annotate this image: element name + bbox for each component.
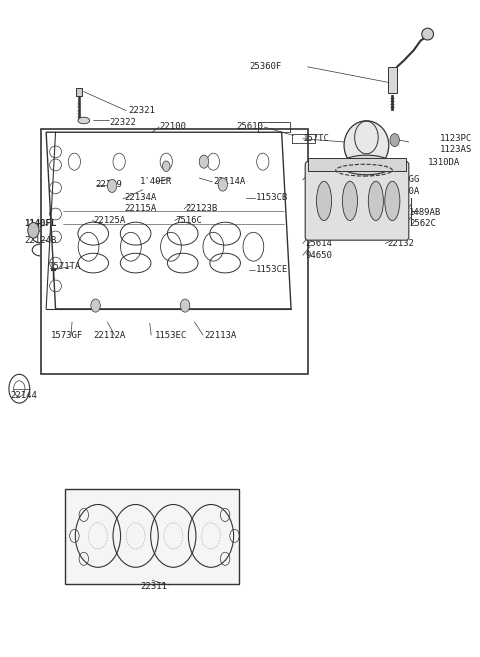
Text: 22134A: 22134A (124, 193, 156, 202)
Text: 25610: 25610 (236, 122, 263, 131)
Circle shape (180, 299, 190, 312)
Text: 25612: 25612 (305, 175, 332, 185)
Text: 1'40ER: 1'40ER (140, 177, 173, 187)
Text: 22115A: 22115A (124, 204, 156, 214)
Ellipse shape (340, 155, 392, 175)
Ellipse shape (422, 28, 433, 40)
Text: 1153CB: 1153CB (256, 193, 288, 202)
Text: 22321: 22321 (129, 106, 156, 115)
Text: 1573GF: 1573GF (51, 330, 83, 340)
Text: 255C0A: 255C0A (388, 187, 420, 196)
Text: 22124B: 22124B (24, 236, 56, 244)
Text: 1360GG: 1360GG (388, 175, 420, 185)
Text: 22114A: 22114A (213, 177, 246, 187)
Text: 39220: 39220 (305, 187, 332, 196)
Text: 1310DA: 1310DA (428, 158, 460, 168)
Ellipse shape (344, 121, 389, 170)
Text: 22311: 22311 (140, 582, 167, 591)
Ellipse shape (385, 181, 400, 221)
Text: 22129: 22129 (96, 180, 122, 189)
Text: 22132: 22132 (388, 239, 415, 248)
Circle shape (28, 223, 39, 238)
Text: 7516C: 7516C (176, 216, 203, 225)
Text: 1123PC: 1123PC (439, 134, 472, 143)
Text: 22144: 22144 (11, 391, 38, 399)
FancyBboxPatch shape (65, 489, 239, 583)
Text: 22123B: 22123B (185, 204, 217, 214)
Text: 22113A: 22113A (204, 330, 236, 340)
Text: 25614: 25614 (305, 239, 332, 248)
Text: 1140FL: 1140FL (24, 219, 56, 229)
FancyBboxPatch shape (305, 162, 409, 240)
Text: 22100: 22100 (159, 122, 186, 131)
FancyBboxPatch shape (76, 89, 83, 97)
Circle shape (199, 155, 209, 168)
Text: 22125A: 22125A (93, 216, 125, 225)
Circle shape (390, 133, 399, 147)
Circle shape (162, 161, 170, 171)
FancyBboxPatch shape (308, 158, 407, 171)
Text: 1123AS: 1123AS (439, 145, 472, 154)
Text: 22112A: 22112A (93, 330, 125, 340)
Polygon shape (388, 67, 397, 93)
Ellipse shape (342, 181, 358, 221)
Text: 94650: 94650 (305, 251, 332, 260)
Text: 157TC: 157TC (303, 134, 330, 143)
Text: 1153CE: 1153CE (256, 265, 288, 274)
Circle shape (108, 179, 117, 193)
Text: 1489AB: 1489AB (409, 208, 441, 217)
Ellipse shape (316, 181, 332, 221)
Text: 1571TA: 1571TA (48, 262, 81, 271)
Circle shape (218, 178, 228, 191)
Ellipse shape (78, 117, 90, 124)
Ellipse shape (368, 181, 384, 221)
Text: 1153EC: 1153EC (155, 330, 187, 340)
Text: 2562C: 2562C (409, 219, 436, 228)
Circle shape (91, 299, 100, 312)
Text: 22322: 22322 (110, 118, 137, 127)
Text: 25360F: 25360F (250, 62, 282, 72)
